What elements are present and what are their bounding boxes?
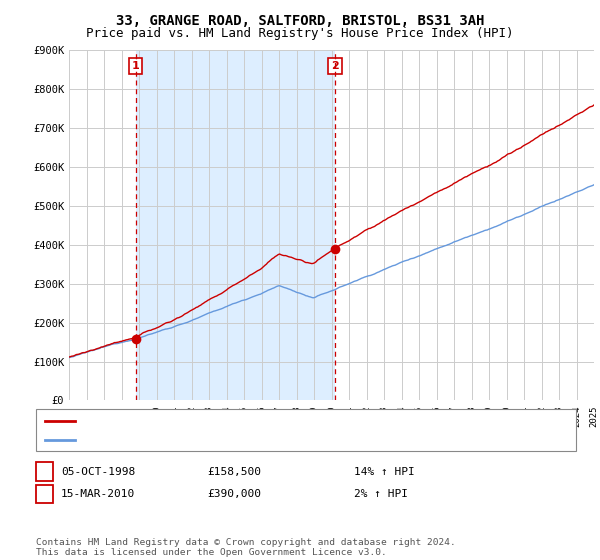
Text: Price paid vs. HM Land Registry's House Price Index (HPI): Price paid vs. HM Land Registry's House … xyxy=(86,27,514,40)
Text: £158,500: £158,500 xyxy=(207,466,261,477)
Text: 2: 2 xyxy=(331,61,339,71)
Text: 33, GRANGE ROAD, SALTFORD, BRISTOL, BS31 3AH (detached house): 33, GRANGE ROAD, SALTFORD, BRISTOL, BS31… xyxy=(81,416,462,426)
Text: £390,000: £390,000 xyxy=(207,489,261,499)
Text: 15-MAR-2010: 15-MAR-2010 xyxy=(61,489,136,499)
Text: 1: 1 xyxy=(41,465,48,478)
Text: HPI: Average price, detached house, Bath and North East Somerset: HPI: Average price, detached house, Bath… xyxy=(81,435,481,445)
Text: 33, GRANGE ROAD, SALTFORD, BRISTOL, BS31 3AH: 33, GRANGE ROAD, SALTFORD, BRISTOL, BS31… xyxy=(116,14,484,28)
Text: Contains HM Land Registry data © Crown copyright and database right 2024.
This d: Contains HM Land Registry data © Crown c… xyxy=(36,538,456,557)
Text: 05-OCT-1998: 05-OCT-1998 xyxy=(61,466,136,477)
Text: 14% ↑ HPI: 14% ↑ HPI xyxy=(354,466,415,477)
Bar xyxy=(136,50,335,400)
Text: 2% ↑ HPI: 2% ↑ HPI xyxy=(354,489,408,499)
Text: 2: 2 xyxy=(41,487,48,501)
Text: 1: 1 xyxy=(131,61,139,71)
